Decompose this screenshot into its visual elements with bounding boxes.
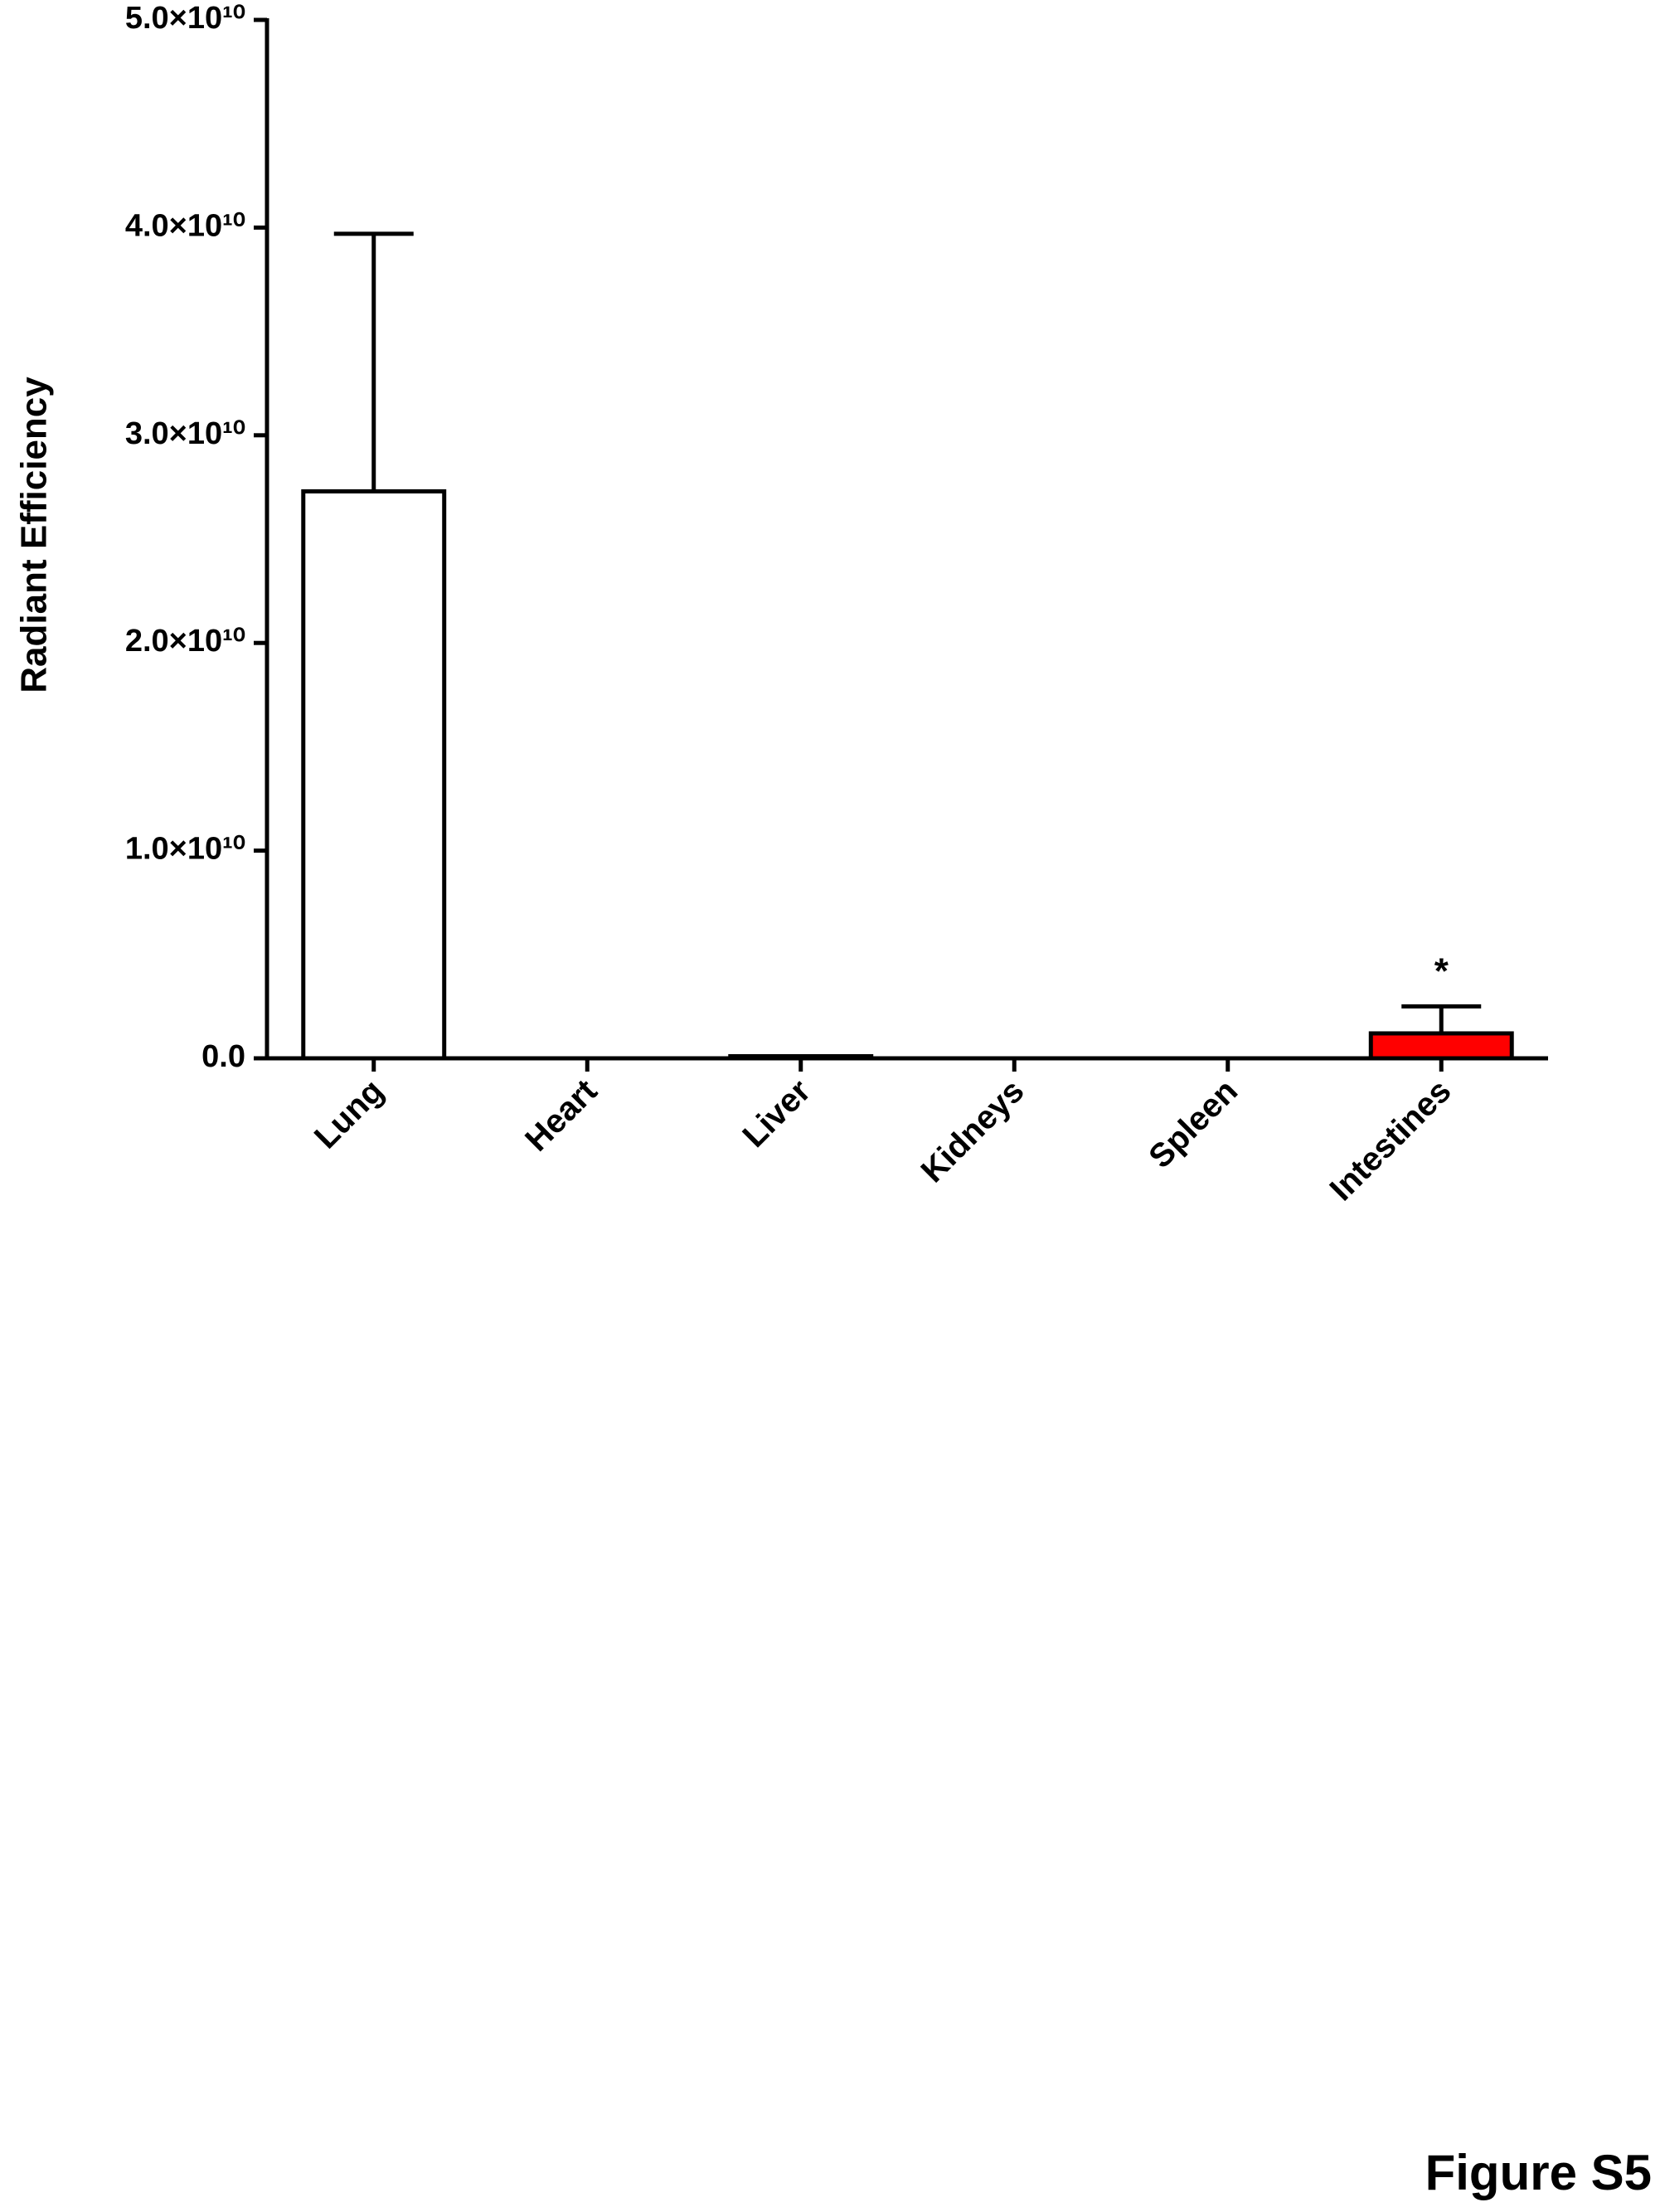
x-tick-label: Spleen bbox=[1142, 1072, 1245, 1175]
y-tick-label: 1.0×10¹⁰ bbox=[125, 832, 245, 867]
x-tick-label: Heart bbox=[518, 1072, 604, 1158]
bar bbox=[1368, 1031, 1514, 1061]
y-tick-label: 4.0×10¹⁰ bbox=[125, 208, 245, 243]
bar bbox=[728, 1053, 874, 1061]
y-axis-label: Radiant Efficiency bbox=[14, 377, 55, 693]
y-tick-label: 5.0×10¹⁰ bbox=[125, 1, 245, 36]
y-tick-label: 2.0×10¹⁰ bbox=[125, 624, 245, 659]
x-tick-label: Kidneys bbox=[914, 1072, 1031, 1189]
x-tick-label: Liver bbox=[735, 1072, 818, 1155]
x-tick-label: Intestines bbox=[1323, 1072, 1458, 1208]
annotation: * bbox=[1434, 950, 1449, 991]
error-bar bbox=[1401, 1004, 1482, 1033]
y-tick-label: 3.0×10¹⁰ bbox=[125, 416, 245, 451]
bar bbox=[301, 489, 447, 1061]
y-tick-label: 0.0 bbox=[201, 1039, 245, 1074]
x-tick-label: Lung bbox=[308, 1072, 391, 1155]
error-bar bbox=[333, 231, 414, 492]
figure-label: Figure S5 bbox=[1425, 2145, 1652, 2200]
